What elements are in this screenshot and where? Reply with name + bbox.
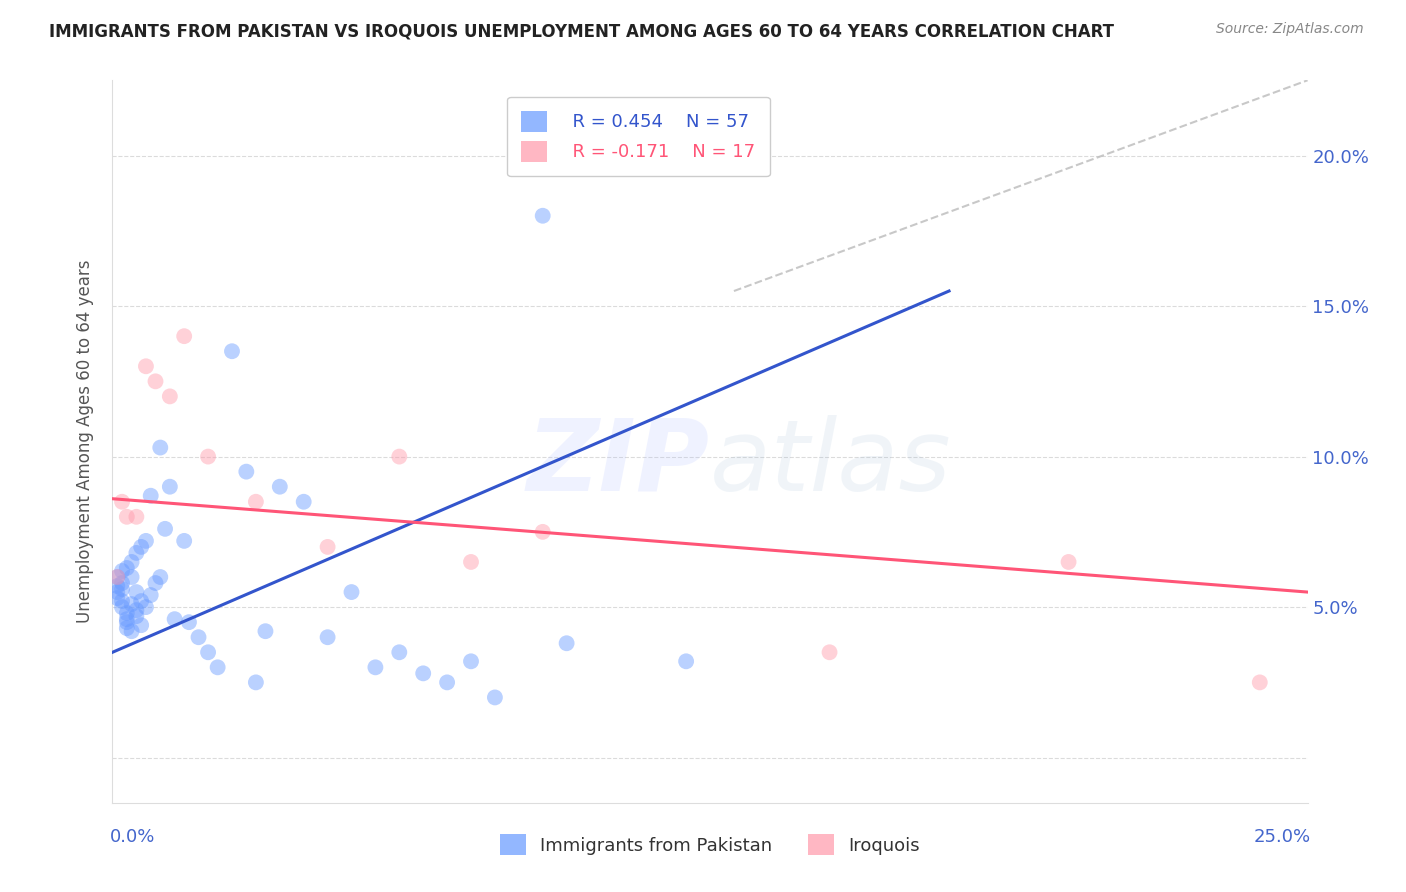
Point (121, 570, 143, 584)
Point (818, 645, 841, 659)
Point (115, 561, 138, 575)
Point (436, 675, 458, 690)
Point (149, 570, 172, 584)
Point (115, 606, 138, 620)
Point (125, 609, 148, 624)
Point (135, 600, 157, 615)
Text: ZIP: ZIP (527, 415, 710, 512)
Point (111, 600, 134, 615)
Point (135, 359, 157, 374)
Point (121, 555, 143, 569)
Point (111, 564, 134, 578)
Point (135, 533, 157, 548)
Point (105, 570, 128, 584)
Point (139, 588, 162, 602)
Point (531, 524, 554, 539)
Point (145, 374, 167, 388)
Point (125, 603, 148, 617)
Point (177, 615, 200, 630)
Point (105, 591, 128, 606)
Point (173, 533, 195, 548)
Point (121, 624, 143, 639)
Point (484, 690, 506, 705)
Point (235, 465, 257, 479)
Point (115, 615, 138, 630)
Text: Source: ZipAtlas.com: Source: ZipAtlas.com (1216, 22, 1364, 37)
Point (111, 576, 134, 591)
Point (187, 630, 209, 644)
Point (197, 645, 219, 659)
Point (149, 441, 172, 455)
Point (115, 509, 138, 524)
Point (105, 585, 128, 599)
Point (121, 597, 143, 611)
Legend: Immigrants from Pakistan, Iroquois: Immigrants from Pakistan, Iroquois (494, 827, 927, 863)
Point (139, 489, 162, 503)
Point (269, 480, 291, 494)
Point (129, 618, 152, 632)
Point (145, 576, 167, 591)
Point (245, 675, 267, 690)
Point (197, 450, 219, 464)
Point (129, 594, 152, 608)
Point (675, 654, 697, 668)
Point (125, 546, 148, 560)
Point (340, 585, 363, 599)
Point (163, 612, 186, 626)
Point (460, 555, 482, 569)
Text: 25.0%: 25.0% (1253, 828, 1310, 846)
Point (460, 654, 482, 668)
Point (173, 329, 195, 343)
Point (153, 522, 176, 536)
Point (531, 209, 554, 223)
Point (412, 666, 434, 681)
Point (1249, 675, 1271, 690)
Point (292, 494, 315, 508)
Point (105, 570, 128, 584)
Point (364, 660, 387, 674)
Text: IMMIGRANTS FROM PAKISTAN VS IROQUOIS UNEMPLOYMENT AMONG AGES 60 TO 64 YEARS CORR: IMMIGRANTS FROM PAKISTAN VS IROQUOIS UNE… (49, 22, 1114, 40)
Text: atlas: atlas (710, 415, 952, 512)
Point (316, 540, 339, 554)
Point (125, 509, 148, 524)
Text: 0.0%: 0.0% (110, 828, 155, 846)
Point (111, 494, 134, 508)
Point (245, 494, 267, 508)
Point (555, 636, 578, 650)
Point (388, 645, 411, 659)
Point (254, 624, 277, 639)
Point (388, 450, 411, 464)
Point (125, 585, 148, 599)
Point (115, 612, 138, 626)
Point (115, 621, 138, 635)
Point (1057, 555, 1080, 569)
Point (129, 540, 152, 554)
Point (316, 630, 339, 644)
Point (111, 582, 134, 596)
Y-axis label: Unemployment Among Ages 60 to 64 years: Unemployment Among Ages 60 to 64 years (76, 260, 94, 624)
Point (159, 480, 181, 494)
Point (105, 579, 128, 593)
Point (111, 594, 134, 608)
Point (159, 389, 181, 403)
Point (207, 660, 229, 674)
Point (221, 344, 243, 359)
